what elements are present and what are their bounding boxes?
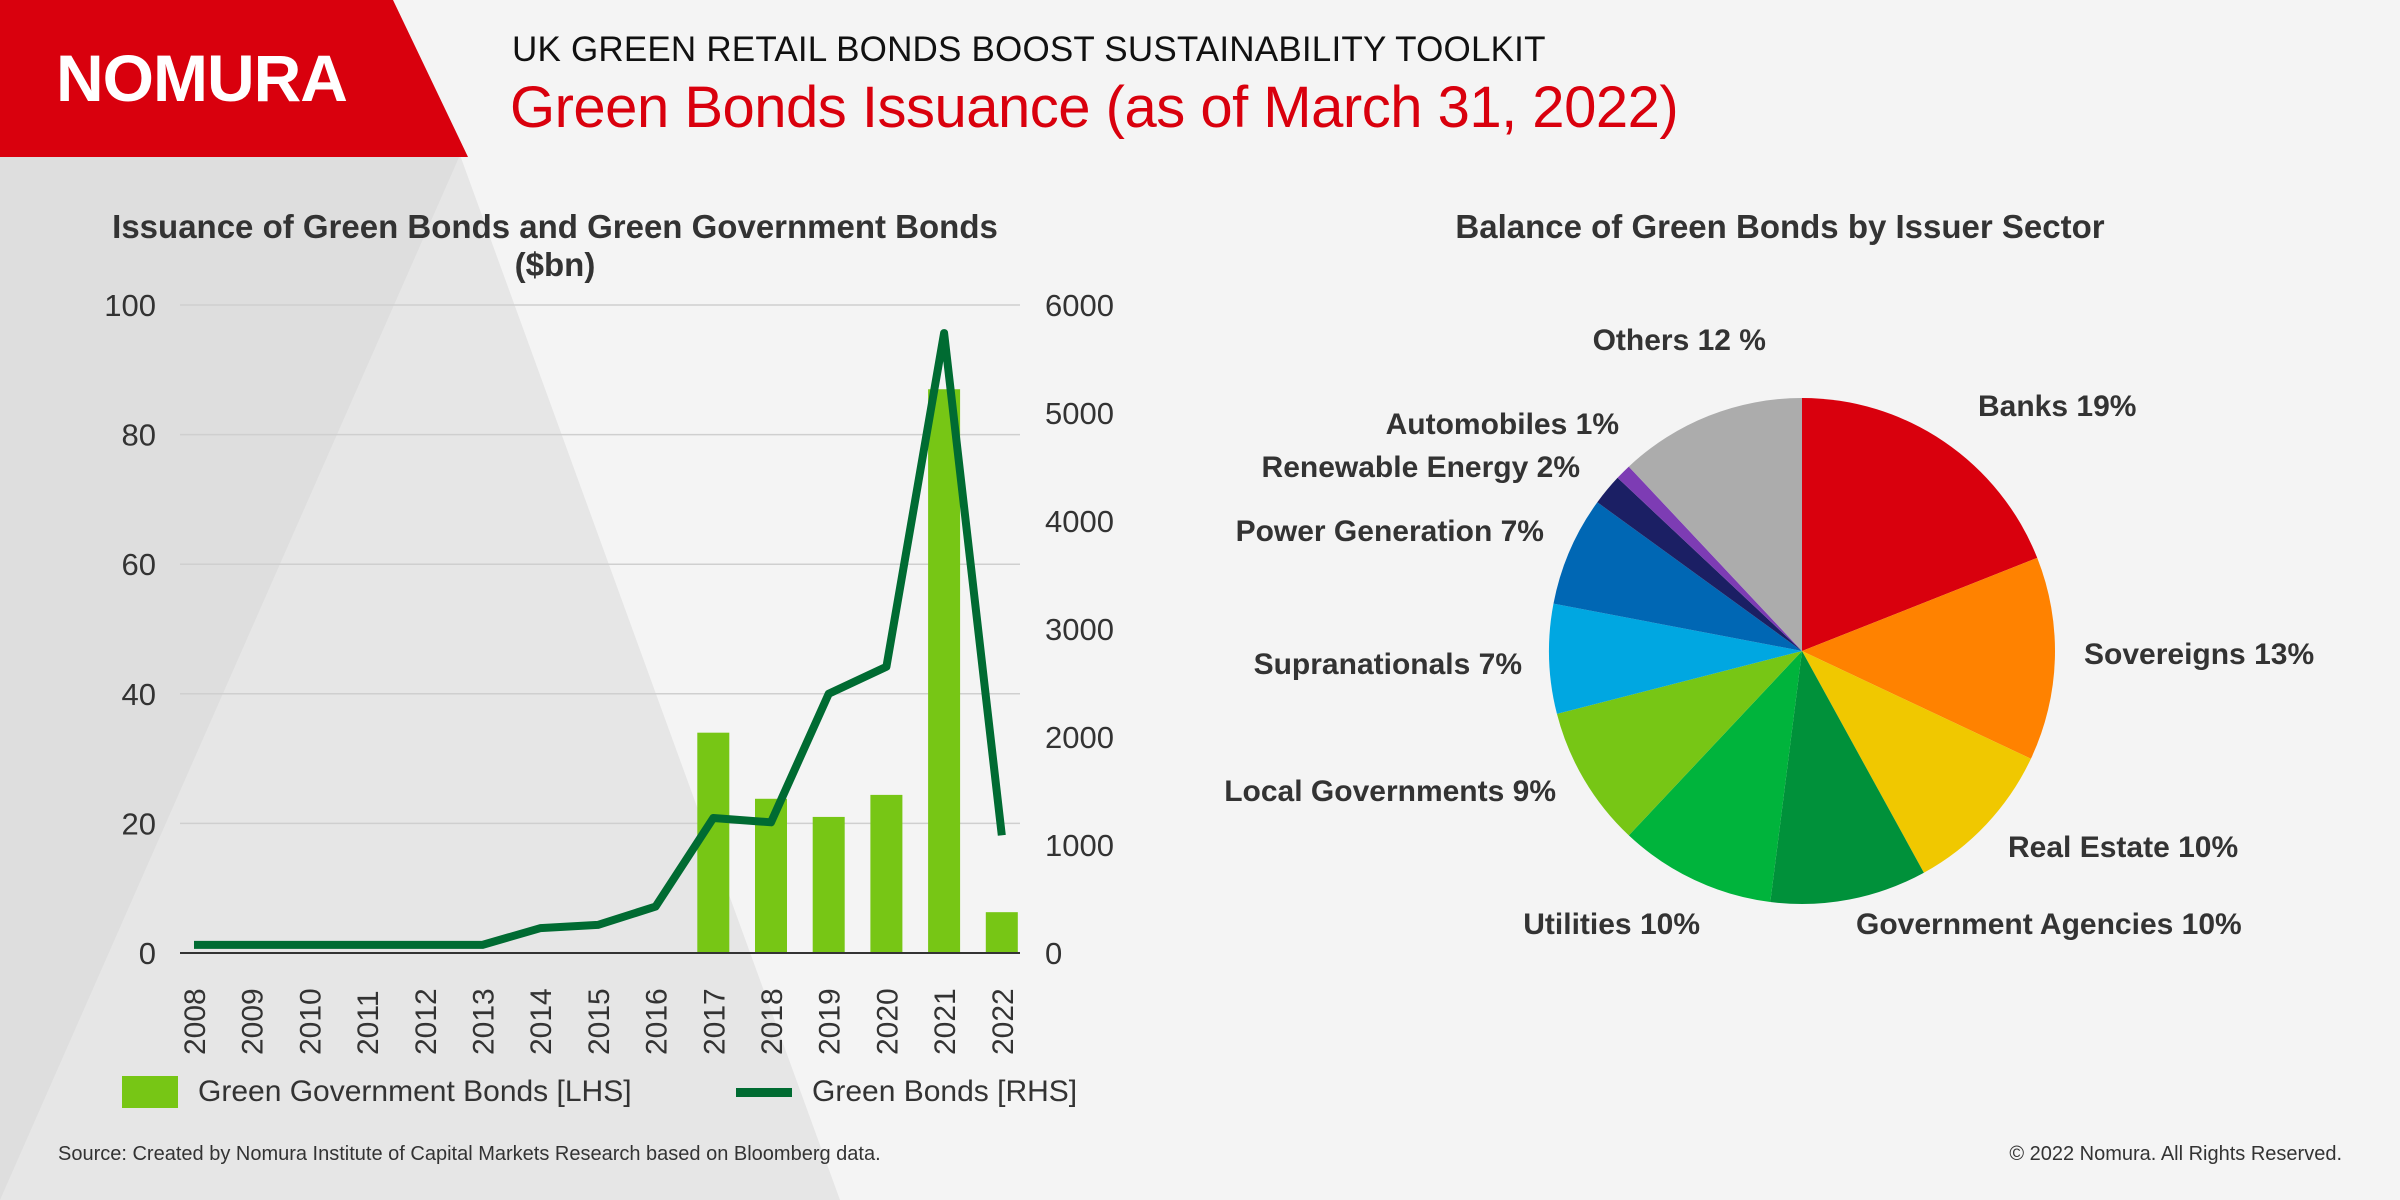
pie-slice-1 — [1802, 398, 2038, 651]
y2-axis-tick-label: 5000 — [1045, 396, 1114, 431]
copyright-note: © 2022 Nomura. All Rights Reserved. — [2009, 1143, 2342, 1165]
legend-swatch-bar — [122, 1076, 178, 1108]
pie-slice-6 — [1556, 651, 1802, 836]
x-axis-tick-label: 2015 — [583, 988, 616, 1055]
bar-2017 — [697, 732, 730, 953]
pie-slice-label: Power Generation 7% — [1236, 515, 1544, 548]
pie-slice-label: Banks 19% — [1978, 390, 2136, 423]
legend-item-green-government-bonds: Green Government Bonds [LHS] — [122, 1075, 632, 1109]
pie-slice-4 — [1770, 651, 1924, 904]
pie-slice-label: Real Estate 10% — [2008, 831, 2238, 864]
y-axis-tick-label: 60 — [122, 547, 156, 582]
x-axis-tick-label: 2012 — [410, 988, 443, 1055]
y-axis-tick-label: 100 — [104, 288, 156, 323]
legend-swatch-line — [736, 1087, 792, 1097]
x-axis-tick-label: 2020 — [871, 988, 904, 1055]
x-axis-tick-label: 2009 — [237, 988, 270, 1055]
logo-banner — [0, 0, 468, 157]
bar-chart-title: Issuance of Green Bonds and Green Govern… — [112, 208, 998, 283]
x-axis-tick-label: 2008 — [179, 988, 212, 1055]
x-axis-tick-label: 2013 — [468, 988, 501, 1055]
pie-slice-label: Renewable Energy 2% — [1262, 451, 1580, 484]
pie-slice-label: Others 12 % — [1593, 324, 1766, 357]
nomura-logo: NOMURA — [56, 41, 348, 115]
pie-slice-3 — [1802, 651, 2031, 873]
x-axis-tick-label: 2014 — [525, 988, 558, 1055]
pie-slice-label: Automobiles 1% — [1386, 408, 1619, 441]
pie-slice-label: Utilities 10% — [1523, 908, 1700, 941]
pie-slice-label: Government Agencies 10% — [1856, 908, 2242, 941]
pie-slice-7 — [1549, 603, 1802, 714]
x-axis-tick-label: 2022 — [987, 988, 1020, 1055]
legend-item-green-bonds: Green Bonds [RHS] — [736, 1075, 1077, 1109]
x-axis-tick-label: 2010 — [294, 988, 327, 1055]
y-axis-tick-label: 40 — [122, 677, 156, 712]
x-axis-tick-label: 2017 — [698, 988, 731, 1055]
y-axis-tick-label: 20 — [122, 806, 156, 841]
y2-axis-tick-label: 3000 — [1045, 612, 1114, 647]
x-axis-tick-label: 2011 — [352, 990, 385, 1055]
pie-slice-2 — [1802, 557, 2055, 759]
x-axis-tick-label: 2021 — [929, 988, 962, 1055]
pie-slice-label: Supranationals 7% — [1254, 648, 1522, 681]
bar-2020 — [870, 794, 903, 953]
legend-label: Green Government Bonds [LHS] — [198, 1075, 632, 1108]
pie-slice-label: Local Governments 9% — [1224, 775, 1556, 808]
bar-2019 — [812, 816, 845, 953]
x-axis-tick-label: 2018 — [756, 988, 789, 1055]
y-axis-tick-label: 80 — [122, 418, 156, 453]
legend-label: Green Bonds [RHS] — [812, 1075, 1078, 1108]
y2-axis-tick-label: 4000 — [1045, 504, 1114, 539]
y-axis-tick-label: 0 — [139, 936, 156, 971]
background-triangle-dark — [0, 155, 460, 1200]
bar-2021 — [928, 389, 961, 953]
pie-slice-9 — [1597, 477, 1802, 651]
pie-slice-label: Sovereigns 13% — [2084, 638, 2314, 671]
y2-axis-tick-label: 6000 — [1045, 288, 1114, 323]
pie-slice-8 — [1553, 502, 1802, 651]
pie-slice-5 — [1628, 651, 1802, 903]
y2-axis-tick-label: 0 — [1045, 936, 1062, 971]
bar-2022 — [985, 912, 1018, 953]
pie-slice-11 — [1628, 398, 1802, 651]
x-axis-tick-label: 2019 — [814, 988, 847, 1055]
x-axis-tick-label: 2016 — [641, 988, 674, 1055]
page-suptitle: UK GREEN RETAIL BONDS BOOST SUSTAINABILI… — [512, 30, 1546, 69]
page-title: Green Bonds Issuance (as of March 31, 20… — [510, 75, 1679, 140]
y2-axis-tick-label: 1000 — [1045, 828, 1114, 863]
pie-slice-10 — [1617, 466, 1802, 651]
source-note: Source: Created by Nomura Institute of C… — [58, 1143, 881, 1165]
pie-chart-title: Balance of Green Bonds by Issuer Sector — [1455, 208, 2105, 245]
y2-axis-tick-label: 2000 — [1045, 720, 1114, 755]
